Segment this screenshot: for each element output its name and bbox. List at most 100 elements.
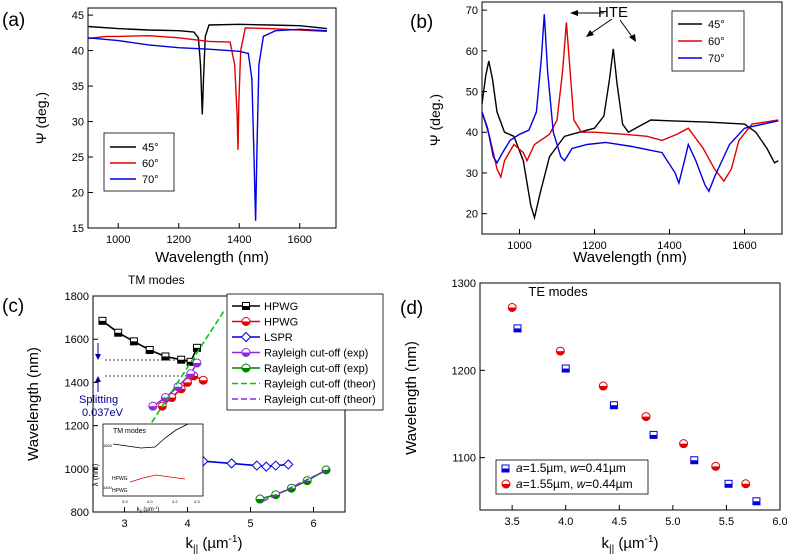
ytick-label: 30: [466, 168, 478, 180]
panel-b-series: [481, 14, 779, 221]
xtick-label: 6.0: [772, 516, 787, 528]
panel-d-ylabel: Wavelength (nm): [403, 341, 420, 455]
panel-c-legend-entry-3: Rayleigh cut-off (exp): [264, 348, 368, 360]
series-c-1-point-fill: [199, 380, 208, 385]
xtick-label: 3: [121, 518, 127, 530]
series-c-2-point: [261, 461, 272, 472]
panel-b-ylabel: Ψ (deg.): [427, 94, 443, 146]
splitting-value: 0.037eV: [82, 407, 124, 419]
panel-c-legend-entry-5: Rayleigh cut-off (theor): [264, 379, 376, 391]
inset-ytick-1400: 1400: [103, 485, 113, 490]
series-c-0-point-fill: [161, 356, 169, 360]
xtick-label: 4.5: [612, 516, 627, 528]
panel-c-label: (c): [2, 296, 24, 317]
panel-b-legend-60: 60°: [708, 36, 725, 48]
panel-c-series: [98, 308, 331, 504]
panel-c-legend-entry-1: HPWG: [264, 317, 298, 329]
series-d-0-point-fill: [752, 501, 760, 505]
xtick-label: 1600: [732, 240, 756, 252]
panel-a-legend-box: [103, 132, 175, 192]
series-c-2-point: [283, 459, 294, 470]
ytick-label: 60: [466, 46, 478, 58]
xtick-label: 1200: [166, 234, 190, 246]
series-d-1-point-fill: [556, 351, 565, 356]
xtick-label: 1000: [507, 240, 531, 252]
panel-c-ticks: 3 4 5 6 800 1000 1200 1400 1600 1800: [65, 291, 317, 530]
series-d-1-point-fill: [642, 416, 651, 421]
panel-c-legend-marker-0-fill: [242, 306, 250, 310]
series-a-0-line: [87, 23, 327, 115]
panel-a-ylabel: Ψ (deg.): [33, 92, 49, 144]
ytick-label: 1200: [452, 365, 476, 377]
panel-d-legend-2: a=1.55µm, w=0.44µm: [516, 477, 633, 491]
ytick-label: 1100: [452, 453, 476, 465]
ytick-label: 25: [72, 152, 84, 164]
ytick-label: 40: [72, 46, 84, 58]
ytick-label: 45: [72, 10, 84, 22]
series-d-1-point-fill: [508, 307, 517, 312]
series-c-2-point: [251, 460, 263, 471]
panel-c-legend-marker-4-fill: [242, 368, 250, 372]
panel-c-legend-entry-6: Rayleigh cut-off (theor): [264, 394, 376, 406]
panel-a-series: [87, 23, 327, 221]
series-b-1-line: [481, 22, 779, 183]
hte-arrowhead-60: [586, 30, 594, 37]
xtick-label: 1400: [227, 234, 251, 246]
inset-ylabel: λ (nm): [91, 463, 100, 486]
panel-b-hte-arrows: [570, 10, 636, 42]
inset-xtick-4.2: 4.2: [172, 499, 178, 504]
panel-c-legend-entry-0: HPWG: [264, 301, 298, 313]
splitting-arrowhead-down: [95, 354, 101, 360]
panel-b-xlabel: Wavelength (nm): [573, 249, 687, 266]
hte-arrowhead-45: [629, 34, 636, 42]
xtick-label: 1200: [582, 240, 606, 252]
series-c-0-point-fill: [98, 320, 106, 325]
panel-c-inset: TM modes λ (nm) 1500 1400 HPWG HPWG 3.9 …: [91, 423, 204, 513]
panel-c-ylabel: Wavelength (nm): [25, 347, 42, 461]
hte-arrow-60: [589, 18, 613, 35]
ytick-label: 30: [72, 117, 84, 129]
series-c-2-point: [226, 458, 237, 469]
panel-a-xlabel: Wavelength (nm): [155, 249, 269, 266]
panel-b: (b) 1000 1200 1400 1600 20 30 40 50 60 70 Wavelen…: [410, 1, 783, 266]
series-b-0-line: [481, 48, 779, 221]
inset-hpwg-red: [129, 474, 186, 483]
ytick-label: 1300: [452, 278, 476, 290]
ytick-label: 1800: [65, 291, 89, 303]
panel-b-label: (b): [410, 12, 433, 33]
ytick-label: 1000: [65, 464, 89, 476]
ytick-label: 1400: [65, 377, 89, 389]
series-c-2-point: [270, 460, 281, 471]
ytick-label: 40: [466, 127, 478, 139]
series-c-3-point-fill: [186, 373, 195, 378]
panel-d-ticks: 3.5 4.0 4.5 5.0 5.5 6.0 1100 1200 1300: [452, 278, 787, 528]
xtick-label: 1400: [657, 240, 681, 252]
series-c-0-point-fill: [146, 350, 154, 354]
series-c-0-point-fill: [130, 341, 138, 345]
series-c-1-point-fill: [158, 406, 167, 411]
panel-d-frame: [479, 282, 781, 511]
inset-title: TM modes: [113, 428, 147, 435]
series-c-3-point-fill: [174, 386, 183, 391]
series-d-1-point-fill: [741, 483, 750, 488]
xtick-label: 1600: [287, 234, 311, 246]
xtick-label: 6: [310, 518, 316, 530]
splitting-label: Splitting: [79, 394, 118, 406]
series-c-0-point-fill: [187, 361, 195, 366]
hte-arrowhead-70: [570, 10, 578, 16]
panel-a-legend-45: 45°: [142, 142, 159, 154]
panel-c-legend-entry-4: Rayleigh cut-off (exp): [264, 363, 368, 375]
panel-a-legend-60: 60°: [142, 158, 159, 170]
xtick-label: 1000: [106, 234, 130, 246]
panel-c-legend: HPWG HPWG LSPR Rayleigh cut-off (exp) Raylei…: [226, 293, 384, 411]
panel-c: (c) TM modes 3 4 5 6 800 1000 1200 1400 1600 1800…: [2, 273, 384, 555]
panel-d: (d) TE modes 3.5 4.0 4.5 5.0 5.5 6.0 1100 1200 1…: [400, 278, 787, 555]
series-c-0-point-fill: [193, 347, 201, 352]
panel-c-legend-marker-1-fill: [242, 321, 250, 326]
panel-a-ticks: 1000 1200 1400 1600 15 20 25 30 35 40 45: [72, 10, 312, 246]
panel-c-legend-marker-3-fill: [242, 352, 250, 357]
series-d-0-point-fill: [562, 368, 570, 373]
panel-a: (a) 1000 1200 1400 1600 15 20 25 30 35 40 45 Wavel…: [2, 7, 337, 266]
ytick-label: 15: [72, 223, 84, 235]
series-c-0-point-fill: [177, 359, 185, 364]
